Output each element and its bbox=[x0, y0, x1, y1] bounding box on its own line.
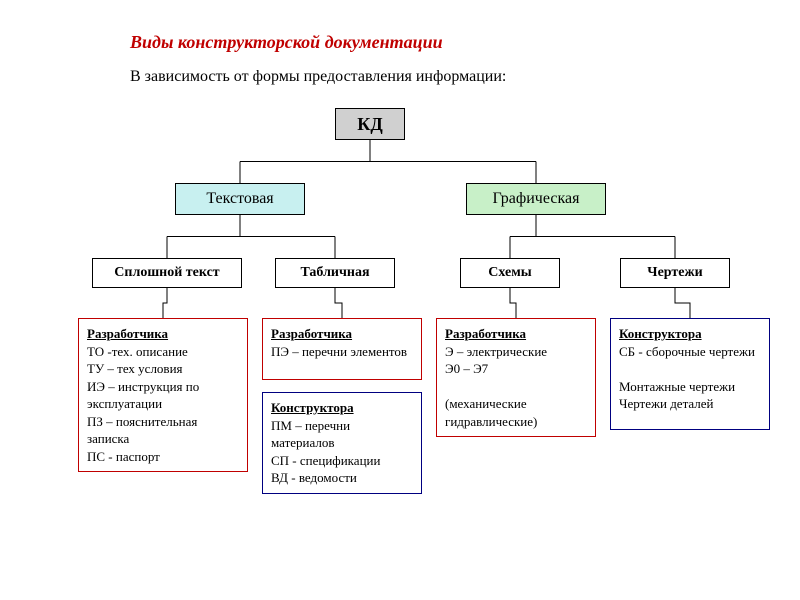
leaf-line bbox=[619, 360, 761, 378]
leaf-line: ПЗ – пояснительная записка bbox=[87, 413, 239, 448]
leaf-header: Конструктора bbox=[619, 325, 761, 343]
node-solid: Сплошной текст bbox=[92, 258, 242, 288]
leaf-line: Э0 – Э7 bbox=[445, 360, 587, 378]
node-text: Текстовая bbox=[175, 183, 305, 215]
leaf-table-dev: РазработчикаПЭ – перечни элементов bbox=[262, 318, 422, 380]
leaf-header: Разработчика bbox=[87, 325, 239, 343]
node-drawings: Чертежи bbox=[620, 258, 730, 288]
leaf-line: ИЭ – инструкция по эксплуатации bbox=[87, 378, 239, 413]
leaf-line: ПС - паспорт bbox=[87, 448, 239, 466]
leaf-drawings-con: КонструктораСБ - сборочные чертежи Монта… bbox=[610, 318, 770, 430]
leaf-line: Э – электрические bbox=[445, 343, 587, 361]
leaf-line: ТУ – тех условия bbox=[87, 360, 239, 378]
node-root: КД bbox=[335, 108, 405, 140]
node-table: Табличная bbox=[275, 258, 395, 288]
leaf-header: Разработчика bbox=[445, 325, 587, 343]
leaf-header: Конструктора bbox=[271, 399, 413, 417]
leaf-line: ТО -тех. описание bbox=[87, 343, 239, 361]
leaf-line: Монтажные чертежи bbox=[619, 378, 761, 396]
leaf-table-con: КонструктораПМ – перечни материаловСП - … bbox=[262, 392, 422, 494]
leaf-line: ПЭ – перечни элементов bbox=[271, 343, 413, 361]
node-schemes: Схемы bbox=[460, 258, 560, 288]
leaf-solid-dev: РазработчикаТО -тех. описаниеТУ – тех ус… bbox=[78, 318, 248, 472]
page-subtitle: В зависимость от формы предоставления ин… bbox=[130, 68, 506, 86]
page-title: Виды конструкторской документации bbox=[130, 32, 443, 53]
node-graphic: Графическая bbox=[466, 183, 606, 215]
leaf-schemes-dev: РазработчикаЭ – электрическиеЭ0 – Э7 (ме… bbox=[436, 318, 596, 437]
leaf-line: ПМ – перечни материалов bbox=[271, 417, 413, 452]
connector-layer bbox=[0, 0, 800, 600]
leaf-header: Разработчика bbox=[271, 325, 413, 343]
leaf-line: СБ - сборочные чертежи bbox=[619, 343, 761, 361]
leaf-line: ВД - ведомости bbox=[271, 469, 413, 487]
leaf-line bbox=[445, 378, 587, 396]
leaf-line: СП - спецификации bbox=[271, 452, 413, 470]
leaf-line: (механические гидравлические) bbox=[445, 395, 587, 430]
leaf-line: Чертежи деталей bbox=[619, 395, 761, 413]
